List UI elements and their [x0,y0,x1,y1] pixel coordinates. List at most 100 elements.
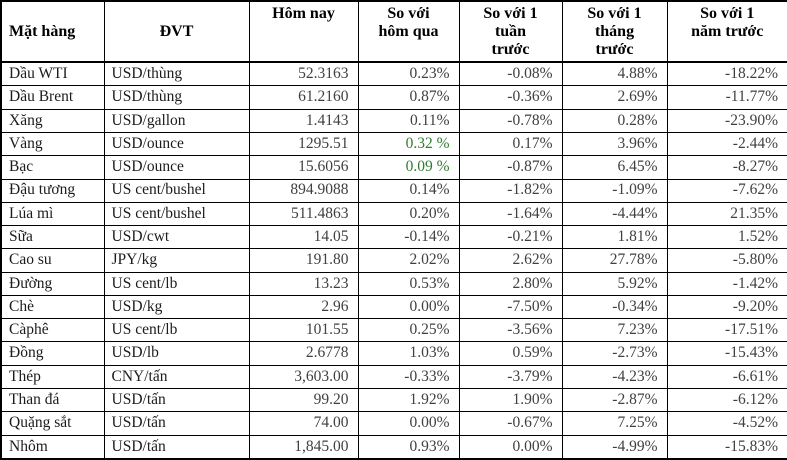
commodity-name-cell: Quặng sắt [0,411,105,436]
change-vs-week-cell: -0.21% [458,225,563,250]
table-row: Bạc USD/ounce 15.6056 0.09 % -0.87% 6.45% -8.2… [0,155,787,180]
table-row: Đậu tương US cent/bushel 894.9088 0.14% -1.8… [0,178,787,203]
unit-cell: US cent/bushel [103,178,250,203]
unit-cell: US cent/bushel [103,201,250,227]
col-header-today: Hôm nay [248,0,359,63]
unit-cell: USD/cwt [103,225,250,250]
commodity-name-cell: Than đá [0,388,105,413]
commodity-name-cell: Đường [0,271,105,296]
today-value-cell: 1.4143 [248,108,359,133]
unit-cell: USD/ounce [103,131,250,157]
table-row: Càphê US cent/lb 101.55 0.25% -3.56% 7.23% -17… [0,318,787,343]
change-vs-year-cell: -1.42% [666,271,787,296]
change-vs-year-cell: 1.52% [666,225,787,250]
today-value-cell: 13.23 [248,271,359,296]
change-vs-month-cell: 6.45% [561,155,668,180]
today-value-cell: 1295.51 [248,131,359,157]
commodity-name-cell: Bạc [0,155,105,180]
change-vs-month-cell: -4.99% [561,434,668,460]
change-vs-year-cell: -6.61% [666,364,787,390]
unit-cell: USD/tấn [103,411,250,436]
today-value-cell: 191.80 [248,248,359,273]
change-vs-month-cell: -4.44% [561,201,668,227]
today-value-cell: 3,603.00 [248,364,359,390]
commodity-name-cell: Dầu WTI [0,61,105,87]
today-value-cell: 1,845.00 [248,434,359,460]
change-vs-yesterday-cell: 0.25% [357,318,460,343]
change-vs-month-cell: -0.34% [561,294,668,320]
unit-cell: USD/tấn [103,388,250,413]
today-value-cell: 14.05 [248,225,359,250]
table-row: Xăng USD/gallon 1.4143 0.11% -0.78% 0.28% -23.… [0,108,787,133]
change-vs-year-cell: -6.12% [666,388,787,413]
change-vs-yesterday-cell: 0.53% [357,271,460,296]
change-vs-week-cell: 0.17% [458,131,563,157]
unit-cell: USD/gallon [103,108,250,133]
change-vs-yesterday-cell: 0.11% [357,108,460,133]
change-vs-year-cell: -11.77% [666,85,787,110]
col-header-vs-week: So với 1 tuần trước [458,0,563,63]
change-vs-year-cell: -8.27% [666,155,787,180]
change-vs-week-cell: 2.62% [458,248,563,273]
change-vs-month-cell: 0.28% [561,108,668,133]
change-vs-month-cell: 3.96% [561,131,668,157]
today-value-cell: 74.00 [248,411,359,436]
commodity-name-cell: Đồng [0,341,105,366]
commodity-name-cell: Thép [0,364,105,390]
change-vs-week-cell: -1.82% [458,178,563,203]
change-vs-year-cell: -2.44% [666,131,787,157]
unit-cell: JPY/kg [103,248,250,273]
change-vs-month-cell: 2.69% [561,85,668,110]
commodity-name-cell: Sữa [0,225,105,250]
change-vs-week-cell: -0.78% [458,108,563,133]
change-vs-year-cell: -4.52% [666,411,787,436]
change-vs-yesterday-cell: 1.92% [357,388,460,413]
table-row: Đường US cent/lb 13.23 0.53% 2.80% 5.92% -1.42… [0,271,787,296]
unit-cell: USD/ounce [103,155,250,180]
table-row: Chè USD/kg 2.96 0.00% -7.50% -0.34% -9.20% [0,294,787,320]
commodity-name-cell: Lúa mì [0,201,105,227]
today-value-cell: 52.3163 [248,61,359,87]
change-vs-month-cell: 7.25% [561,411,668,436]
today-value-cell: 99.20 [248,388,359,413]
commodity-name-cell: Cao su [0,248,105,273]
col-header-unit: ĐVT [103,0,250,63]
table-row: Lúa mì US cent/bushel 511.4863 0.20% -1.64% -… [0,201,787,227]
commodity-name-cell: Chè [0,294,105,320]
change-vs-year-cell: -23.90% [666,108,787,133]
change-vs-week-cell: 2.80% [458,271,563,296]
change-vs-month-cell: -4.23% [561,364,668,390]
change-vs-week-cell: 0.00% [458,434,563,460]
today-value-cell: 894.9088 [248,178,359,203]
change-vs-yesterday-cell: 0.00% [357,294,460,320]
unit-cell: US cent/lb [103,318,250,343]
change-vs-month-cell: -2.87% [561,388,668,413]
unit-cell: CNY/tấn [103,364,250,390]
table-row: Than đá USD/tấn 99.20 1.92% 1.90% -2.87% -6.12… [0,388,787,413]
unit-cell: USD/tấn [103,434,250,460]
change-vs-month-cell: 4.88% [561,61,668,87]
col-header-vs-yesterday: So với hôm qua [357,0,460,63]
change-vs-year-cell: 21.35% [666,201,787,227]
change-vs-month-cell: 27.78% [561,248,668,273]
change-vs-year-cell: -7.62% [666,178,787,203]
change-vs-week-cell: 0.59% [458,341,563,366]
change-vs-week-cell: -0.87% [458,155,563,180]
col-header-vs-year: So với 1 năm trước [666,0,787,63]
commodity-name-cell: Xăng [0,108,105,133]
change-vs-year-cell: -18.22% [666,61,787,87]
unit-cell: USD/thùng [103,61,250,87]
change-vs-yesterday-cell: 0.09 % [357,155,460,180]
change-vs-yesterday-cell: 0.32 % [357,131,460,157]
change-vs-week-cell: -0.08% [458,61,563,87]
change-vs-week-cell: 1.90% [458,388,563,413]
today-value-cell: 101.55 [248,318,359,343]
commodity-name-cell: Đậu tương [0,178,105,203]
change-vs-year-cell: -15.83% [666,434,787,460]
change-vs-yesterday-cell: 0.20% [357,201,460,227]
commodity-name-cell: Nhôm [0,434,105,460]
change-vs-year-cell: -17.51% [666,318,787,343]
change-vs-year-cell: -5.80% [666,248,787,273]
unit-cell: USD/thùng [103,85,250,110]
